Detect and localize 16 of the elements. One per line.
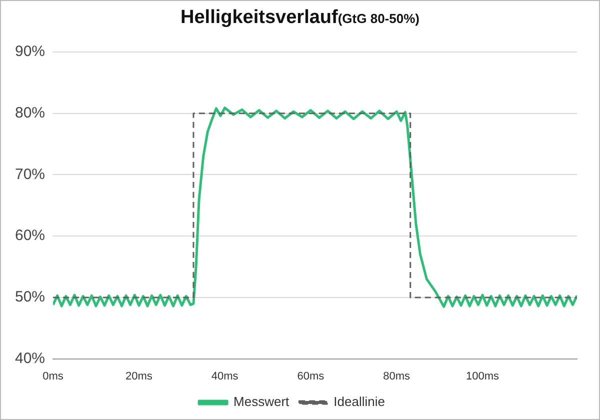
chart-title: Helligkeitsverlauf — [180, 7, 338, 28]
x-tick-label: 0ms — [42, 370, 64, 382]
x-tick-label: 60ms — [297, 370, 325, 382]
x-tick-label: 100ms — [466, 370, 500, 382]
y-tick-label: 40% — [14, 350, 46, 367]
x-tick-label: 40ms — [211, 370, 239, 382]
chart-subtitle: (GtG 80-50%) — [338, 11, 420, 26]
y-tick-label: 70% — [14, 166, 46, 183]
legend-label: Messwert — [234, 394, 290, 410]
y-tick-label: 90% — [14, 43, 46, 60]
y-tick-label: 60% — [14, 227, 46, 244]
y-tick-label: 50% — [14, 288, 46, 306]
legend-label: Ideallinie — [334, 394, 385, 410]
y-tick-label: 80% — [14, 104, 46, 122]
x-tick-label: 20ms — [125, 370, 153, 382]
x-tick-label: 80ms — [383, 370, 411, 382]
